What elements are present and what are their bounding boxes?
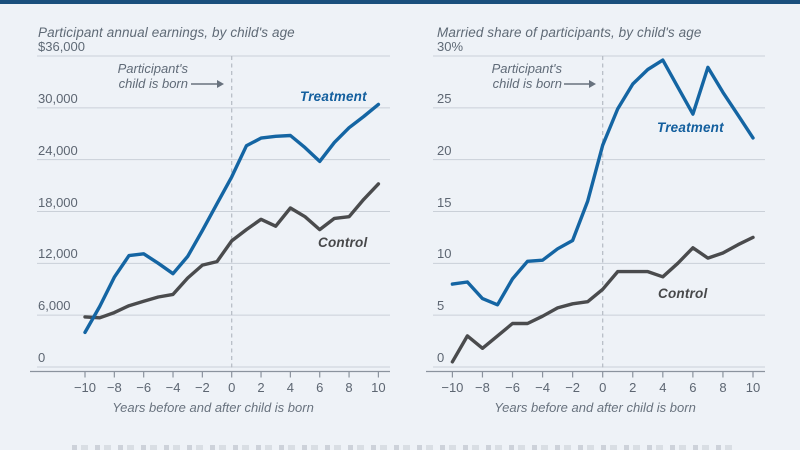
- control-series-label: Control: [658, 286, 708, 301]
- married-share-chart: Married share of participants, by child'…: [400, 0, 800, 450]
- y-tick-label: 0: [38, 350, 46, 365]
- y-tick-label: 20: [437, 142, 452, 158]
- x-tick-label: 0: [228, 380, 236, 395]
- x-tick-label: 8: [345, 380, 353, 395]
- annotation-line-2: child is born: [492, 75, 562, 91]
- x-tick-label: 4: [659, 380, 667, 395]
- x-tick-label: 2: [629, 380, 637, 395]
- y-tick-label: 18,000: [38, 194, 78, 210]
- y-tick-label: 5: [437, 298, 445, 314]
- x-tick-label: 2: [257, 380, 265, 395]
- earnings-plot-canvas: [30, 55, 390, 378]
- cropped-caption-text: [72, 445, 732, 450]
- y-tick-label: 30,000: [38, 90, 78, 106]
- annotation-line-2: child is born: [118, 75, 188, 91]
- x-axis-title: Years before and after child is born: [112, 400, 314, 415]
- top-border-rule: [0, 0, 800, 4]
- y-tick-label: 24,000: [38, 142, 78, 158]
- x-tick-label: 10: [371, 380, 386, 395]
- x-tick-label: −6: [136, 380, 152, 395]
- married-plot-canvas: [426, 55, 765, 378]
- x-tick-label: −2: [194, 380, 210, 395]
- earnings-chart: Participant annual earnings, by child's …: [30, 25, 390, 415]
- chart-title: Married share of participants, by child'…: [437, 25, 702, 40]
- x-tick-label: −2: [565, 380, 581, 395]
- x-tick-label: 0: [599, 380, 607, 395]
- x-tick-label: −10: [73, 380, 97, 395]
- treatment-series-label: Treatment: [657, 120, 724, 135]
- x-tick-label: −10: [441, 380, 464, 395]
- x-tick-label: 4: [286, 380, 294, 395]
- y-tick-label: 12,000: [38, 246, 78, 262]
- x-tick-label: −4: [535, 380, 550, 395]
- chart-title: Participant annual earnings, by child's …: [38, 25, 295, 40]
- x-tick-label: −6: [505, 380, 520, 395]
- x-tick-label: 10: [745, 380, 761, 395]
- x-tick-label: −4: [165, 380, 181, 395]
- y-tick-label: 6,000: [38, 298, 71, 314]
- x-tick-label: −8: [106, 380, 122, 395]
- y-tick-label: 0: [437, 350, 445, 365]
- y-tick-label: 25: [437, 90, 452, 106]
- x-tick-label: 6: [316, 380, 324, 395]
- y-tick-label: 10: [437, 246, 452, 262]
- y-tick-label: 15: [437, 194, 452, 210]
- y-axis-top-label: $36,000: [38, 39, 85, 54]
- child-born-annotation: Participant's child is born: [491, 61, 562, 91]
- control-series-label: Control: [318, 235, 368, 250]
- child-born-annotation: Participant's child is born: [117, 61, 188, 91]
- annotation-line-1: Participant's: [117, 61, 188, 76]
- treatment-series-label: Treatment: [300, 89, 367, 104]
- x-tick-label: 8: [719, 380, 727, 395]
- x-tick-label: −8: [475, 380, 490, 395]
- y-axis-top-label: 30%: [437, 39, 464, 54]
- x-axis-title: Years before and after child is born: [494, 400, 696, 415]
- annotation-line-1: Participant's: [491, 61, 562, 76]
- x-tick-label: 6: [689, 380, 697, 395]
